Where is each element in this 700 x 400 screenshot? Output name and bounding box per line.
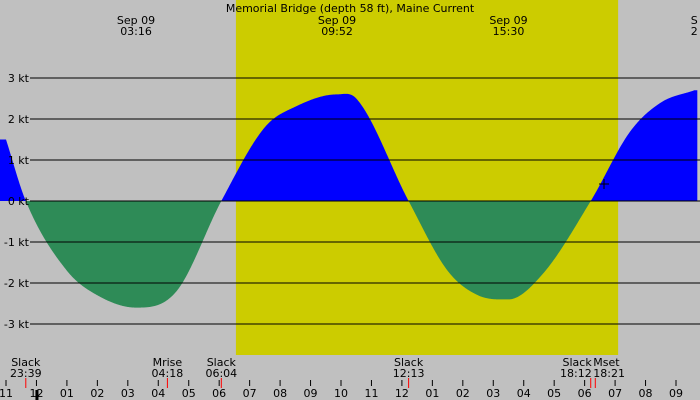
x-tick-label: 06 xyxy=(578,387,592,400)
x-tick-label: 04 xyxy=(517,387,531,400)
x-tick-label: 07 xyxy=(608,387,622,400)
event-name-label: Slack xyxy=(563,356,593,369)
x-tick-label: 03 xyxy=(121,387,135,400)
x-tick-label: 07 xyxy=(243,387,257,400)
x-tick-label: 02 xyxy=(456,387,470,400)
y-tick-label: 2 kt xyxy=(8,113,30,126)
event-name-label: Slack xyxy=(207,356,237,369)
x-tick-label: 05 xyxy=(182,387,196,400)
peak-time-label: 15:30 xyxy=(493,25,525,38)
x-tick-label: 12 xyxy=(395,387,409,400)
event-time-label: 23:39 xyxy=(10,367,42,380)
y-tick-label: 3 kt xyxy=(8,72,30,85)
peak-date-label: Sep 09 xyxy=(489,14,527,27)
event-time-label: 12:13 xyxy=(393,367,425,380)
x-tick-label: 01 xyxy=(60,387,74,400)
event-name-label: Slack xyxy=(11,356,41,369)
y-tick-label: 1 kt xyxy=(8,154,30,167)
chart-title: Memorial Bridge (depth 58 ft), Maine Cur… xyxy=(226,2,475,15)
x-tick-label: 11 xyxy=(364,387,378,400)
y-tick-label: -3 kt xyxy=(4,318,30,331)
x-tick-label: 09 xyxy=(304,387,318,400)
x-tick-label: 01 xyxy=(425,387,439,400)
y-tick-label: 0 kt xyxy=(8,195,30,208)
x-tick-label: 04 xyxy=(151,387,165,400)
ebb-current-area xyxy=(0,201,698,308)
x-tick-label: 02 xyxy=(90,387,104,400)
event-name-label: Mset xyxy=(593,356,620,369)
x-tick-label: 05 xyxy=(547,387,561,400)
peak-time-label: 2 xyxy=(691,25,698,38)
event-time-label: 06:04 xyxy=(205,367,237,380)
event-name-label: Slack xyxy=(394,356,424,369)
peak-date-label: Sep 09 xyxy=(318,14,356,27)
event-time-label: 18:12 xyxy=(560,367,592,380)
midnight-marker xyxy=(35,390,39,400)
peak-date-label: Sep 09 xyxy=(117,14,155,27)
y-tick-label: -1 kt xyxy=(4,236,30,249)
x-tick-label: 11 xyxy=(0,387,13,400)
peak-time-label: 03:16 xyxy=(120,25,152,38)
crosshair-marker xyxy=(599,179,609,189)
x-axis: 1112010203040506070809101112010203040506… xyxy=(0,380,683,400)
x-tick-label: 03 xyxy=(486,387,500,400)
x-tick-label: 06 xyxy=(212,387,226,400)
x-tick-label: 09 xyxy=(669,387,683,400)
x-tick-label: 08 xyxy=(273,387,287,400)
peak-date-label: S xyxy=(691,14,698,27)
y-grid-lines xyxy=(30,77,700,325)
event-time-label: 04:18 xyxy=(152,367,184,380)
event-time-label: 18:21 xyxy=(593,367,625,380)
y-tick-labels: 3 kt 2 kt 1 kt 0 kt -1 kt -2 kt -3 kt xyxy=(4,72,30,331)
peak-time-label: 09:52 xyxy=(321,25,353,38)
bottom-events: Slack23:39Mrise04:18Slack06:04Slack12:13… xyxy=(10,356,625,388)
x-tick-label: 08 xyxy=(639,387,653,400)
event-name-label: Mrise xyxy=(153,356,183,369)
x-tick-label: 10 xyxy=(334,387,348,400)
flood-current-area xyxy=(0,90,698,201)
y-tick-label: -2 kt xyxy=(4,277,30,290)
